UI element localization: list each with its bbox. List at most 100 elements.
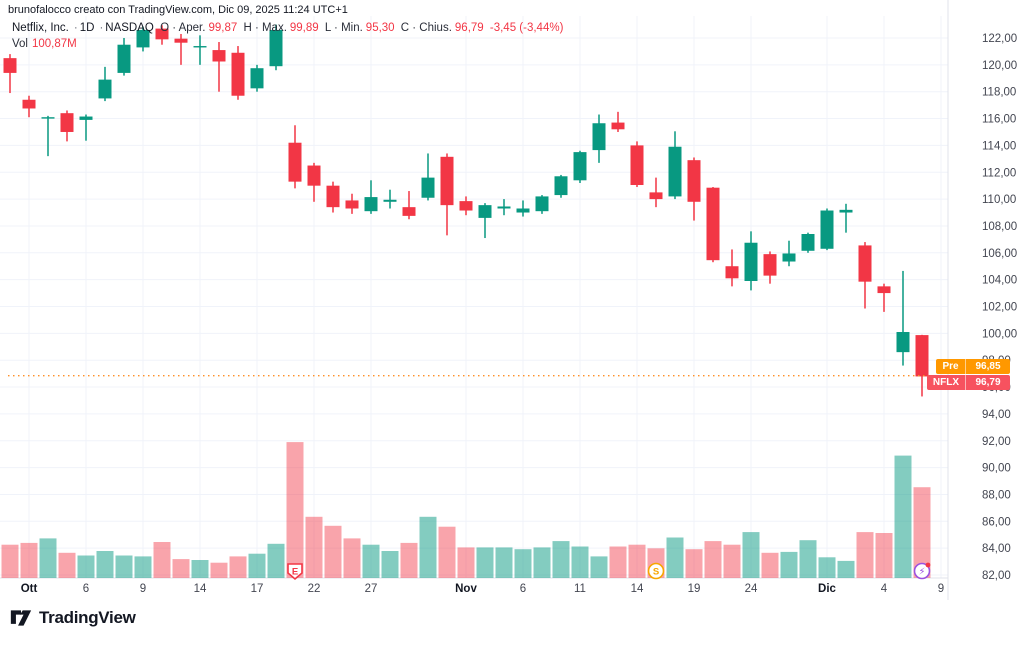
volume-bar <box>609 546 627 578</box>
last-badge-value: 96,79 <box>975 376 1001 388</box>
split-icon[interactable]: S <box>647 562 665 580</box>
candle-body <box>915 335 929 377</box>
volume-bar <box>191 560 209 578</box>
price-tick-label: 104,00 <box>982 275 1017 287</box>
time-tick-label[interactable]: 17 <box>251 583 264 595</box>
time-tick-label[interactable]: 14 <box>631 583 644 595</box>
volume-bar <box>780 551 798 578</box>
volume-bar <box>343 538 361 578</box>
low-value: 95,30 <box>365 22 395 34</box>
tradingview-footer-logo[interactable]: TradingView <box>10 608 136 628</box>
price-tick-label: 88,00 <box>982 489 1011 501</box>
interval-label[interactable]: 1D <box>79 22 95 34</box>
volume-bar <box>324 525 342 578</box>
volume-bar <box>552 541 570 578</box>
volume-bar <box>286 442 304 578</box>
volume-bar <box>856 532 874 578</box>
time-tick-label[interactable]: 6 <box>520 583 526 595</box>
time-tick-label[interactable]: 6 <box>83 583 89 595</box>
earnings-icon[interactable]: E <box>287 563 303 581</box>
time-tick-label[interactable]: 27 <box>365 583 378 595</box>
volume-bar <box>685 549 703 578</box>
candle-body <box>60 113 74 132</box>
candle-body <box>649 192 663 200</box>
candle-body <box>668 146 682 197</box>
volume-bar <box>704 541 722 578</box>
candle-body <box>193 46 207 48</box>
candle-body <box>516 208 530 213</box>
candle-wick <box>845 203 847 233</box>
time-tick-label[interactable]: 9 <box>140 583 146 595</box>
candle-body <box>155 28 169 40</box>
candle-wick <box>180 33 182 65</box>
pre-badge-label: Pre <box>936 359 966 375</box>
close-label: C · Chius. <box>400 22 452 34</box>
time-tick-label[interactable]: 11 <box>574 583 586 595</box>
price-tick-label: 120,00 <box>982 60 1017 72</box>
candle-body <box>763 254 777 276</box>
tradingview-logo-icon <box>10 610 32 626</box>
svg-text:E: E <box>292 567 298 578</box>
candle-wick <box>199 35 201 65</box>
candle-body <box>212 50 226 62</box>
time-tick-label[interactable]: Ott <box>21 583 38 595</box>
price-tick-label: 108,00 <box>982 221 1017 233</box>
volume-bar <box>248 553 266 578</box>
candle-body <box>22 99 36 109</box>
candle-wick <box>484 203 486 239</box>
candle-body <box>497 206 511 209</box>
time-tick-label[interactable]: 9 <box>938 583 944 595</box>
time-tick-label[interactable]: 14 <box>194 583 207 595</box>
time-tick-label[interactable]: Nov <box>455 583 477 595</box>
high-label: H · Max. <box>243 22 287 34</box>
volume-bar <box>210 562 228 578</box>
volume-bar <box>20 542 38 578</box>
candle-body <box>421 177 435 198</box>
open-value: 99,87 <box>208 22 238 34</box>
volume-bar <box>1 544 19 578</box>
price-tick-label: 92,00 <box>982 436 1011 448</box>
candle-body <box>231 52 245 96</box>
volume-bar <box>267 543 285 578</box>
price-tick-label: 86,00 <box>982 516 1011 528</box>
volume-bar <box>533 547 551 578</box>
last-price-badge[interactable]: NFLX 96,79 <box>926 374 1010 390</box>
volume-bar <box>799 540 817 578</box>
candle-wick <box>85 114 87 141</box>
candle-body <box>611 122 625 130</box>
time-tick-label[interactable]: 4 <box>881 583 888 595</box>
volume-bar <box>666 537 684 578</box>
candle-body <box>801 234 815 251</box>
volume-bar <box>305 516 323 578</box>
volume-bar <box>590 556 608 578</box>
time-tick-label[interactable]: 24 <box>745 583 758 595</box>
pre-market-price-badge[interactable]: Pre 96,85 <box>936 359 1010 375</box>
volume-bar <box>913 487 931 578</box>
candle-body <box>345 200 359 209</box>
time-tick-label[interactable]: Dic <box>818 583 837 595</box>
price-tick-label: 84,00 <box>982 543 1011 555</box>
candle-body <box>896 332 910 353</box>
volume-bar <box>495 547 513 578</box>
candle-wick <box>427 153 429 201</box>
candle-wick <box>902 270 904 366</box>
candle-body <box>706 187 720 261</box>
candle-body <box>307 165 321 186</box>
candle-body <box>326 185 340 208</box>
time-tick-label[interactable]: 19 <box>688 583 701 595</box>
volume-bar <box>894 455 912 578</box>
price-tick-label: 94,00 <box>982 409 1011 421</box>
candle-body <box>364 197 378 212</box>
candle-body <box>687 160 701 202</box>
time-tick-label[interactable]: 22 <box>308 583 321 595</box>
volume-bar <box>514 549 532 578</box>
volume-bar <box>476 547 494 578</box>
price-tick-label: 114,00 <box>982 140 1016 152</box>
candle-wick <box>408 191 410 220</box>
low-label: L · Min. <box>324 22 363 34</box>
news-icon[interactable]: ⚡ <box>913 562 931 580</box>
volume-bar <box>229 556 247 578</box>
volume-bar <box>400 542 418 578</box>
